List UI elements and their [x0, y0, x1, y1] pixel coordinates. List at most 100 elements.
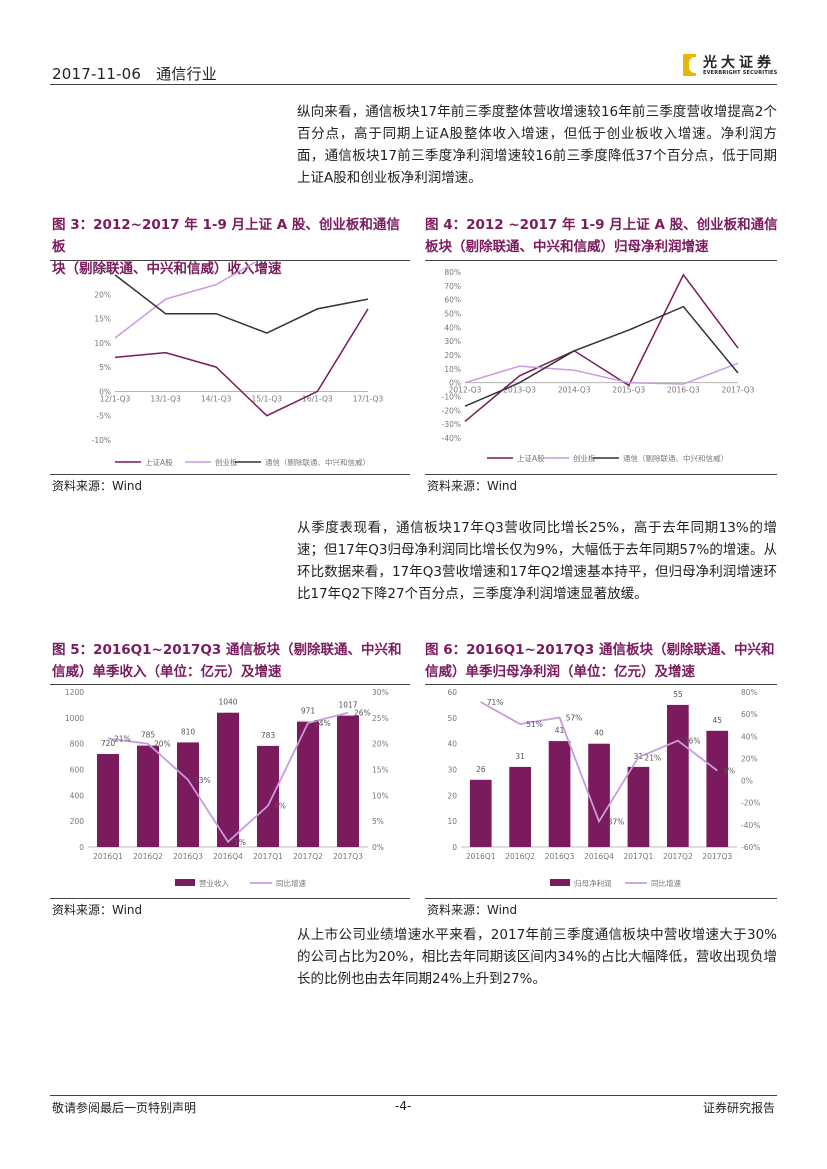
legend-label-2: 创业板 — [215, 457, 238, 467]
figure-4-title-line2: 板块（剔除联通、中兴和信威）归母净利润增速 — [425, 239, 709, 255]
figure-3-title-line2: 块（剔除联通、中兴和信威）收入增速 — [52, 261, 282, 277]
figure-5-title-line1: 图 5：2016Q1~2017Q3 通信板块（剔除联通、中兴和 — [52, 642, 402, 658]
bar — [257, 745, 279, 847]
bar-value-label: 41 — [555, 726, 565, 735]
legend-line-label: 同比增速 — [651, 878, 681, 888]
line-value-label: 1% — [234, 838, 246, 847]
figure-6-title-line2: 信威）单季归母净利润（单位：亿元）及增速 — [425, 664, 695, 680]
y-tick-label: 15% — [94, 315, 111, 324]
line-value-label: 57% — [566, 713, 583, 722]
y-right-tick-label: -20% — [741, 799, 760, 808]
legend-label-3: 通信（剔除联通、中兴和信威） — [265, 457, 370, 467]
x-tick-label: 2012-Q3 — [449, 386, 482, 395]
figure-3-title: 图 3：2012~2017 年 1-9 月上证 A 股、创业板和通信板 块（剔除… — [52, 214, 412, 280]
bar — [337, 715, 359, 847]
y-right-tick-label: 0% — [741, 777, 753, 786]
y-right-tick-label: 40% — [741, 732, 758, 741]
paragraph-vertical-comparison: 纵向来看，通信板块17年前三季度整体营收增速较16年前三季度营收增提高2个百分点… — [297, 104, 777, 186]
y-left-tick-label: 60 — [447, 688, 457, 697]
header-date-industry: 2017-11-06 通信行业 — [52, 63, 217, 84]
figure-5-chart: 0 200 400 600 800 1000 1200 0% 5% 10% 15% 20% 25% 30%… — [65, 688, 389, 888]
x-tick-label: 2016Q2 — [505, 852, 535, 861]
y-right-tick-label: -40% — [741, 821, 760, 830]
report-date: 2017-11-06 — [52, 65, 142, 83]
bar-value-label: 720 — [101, 739, 116, 748]
bar — [509, 766, 531, 847]
bar-value-label: 1040 — [218, 698, 237, 707]
page-number: -4- — [395, 1099, 412, 1113]
bar-value-label: 31 — [515, 752, 525, 761]
x-tick-label: 2016Q4 — [213, 852, 243, 861]
series-line-2 — [114, 262, 257, 339]
x-tick-label: 2014-Q3 — [558, 386, 591, 395]
y-left-tick-label: 20 — [447, 791, 457, 800]
y-left-tick-label: 400 — [70, 791, 85, 800]
x-tick-label: 14/1-Q3 — [201, 394, 232, 403]
bar — [548, 741, 571, 847]
figure-5-title: 图 5：2016Q1~2017Q3 通信板块（剔除联通、中兴和 信威）单季收入（… — [52, 639, 412, 683]
x-tick-label: 2017Q2 — [293, 852, 323, 861]
figure-4-top-rule — [425, 260, 777, 261]
figure-6-title: 图 6：2016Q1~2017Q3 通信板块（剔除联通、中兴和 信威）单季归母净… — [425, 639, 785, 683]
header-divider — [50, 84, 777, 85]
figure-5-source: 资料来源：Wind — [52, 903, 143, 917]
x-tick-label: 15/1-Q3 — [252, 394, 283, 403]
paragraph-quarterly-performance: 从季度表现看，通信板块17年Q3营收同比增长25%，高于去年同期13%的增速；但… — [297, 520, 777, 602]
growth-line — [480, 701, 718, 824]
bar — [97, 754, 119, 847]
bar — [177, 742, 199, 847]
bar — [667, 704, 689, 847]
figure-3-source: 资料来源：Wind — [52, 479, 143, 493]
bar-value-label: 55 — [673, 690, 683, 699]
line-value-label: 8% — [274, 802, 286, 811]
y-left-tick-label: 0 — [79, 843, 84, 852]
x-tick-label: 2016Q1 — [466, 852, 496, 861]
y-left-tick-label: 10 — [447, 817, 457, 826]
bar — [137, 745, 159, 847]
figure-4-bottom-rule — [425, 474, 777, 475]
y-left-tick-label: 800 — [70, 740, 85, 749]
y-right-tick-label: 15% — [372, 766, 389, 775]
line-value-label: 9% — [723, 767, 735, 776]
legend-bar-label: 归母净利润 — [574, 878, 612, 888]
x-tick-label: 2017Q1 — [624, 852, 654, 861]
figure-4-chart: -40% -30% -20% -10% 0% 10% 20% 30% 40% 50% 60% 70% 8… — [442, 268, 755, 463]
bar — [469, 779, 492, 847]
figure-6-bottom-rule — [425, 898, 777, 899]
legend-label-1: 上证A股 — [517, 454, 545, 463]
bar — [588, 743, 610, 847]
bar-value-label: 785 — [141, 731, 156, 740]
y-left-tick-label: 0 — [452, 843, 457, 852]
footer-divider — [50, 1095, 777, 1096]
bar-value-label: 1017 — [338, 701, 357, 710]
x-tick-label: 2017Q3 — [702, 852, 732, 861]
x-tick-label: 2017Q1 — [253, 852, 283, 861]
x-tick-label: 2017-Q3 — [722, 386, 755, 395]
figure-5-bottom-rule — [50, 898, 410, 899]
bar — [297, 721, 319, 847]
y-tick-label: 25% — [94, 266, 111, 275]
line-value-label: 71% — [487, 698, 504, 707]
y-right-tick-label: -60% — [741, 843, 760, 852]
legend-label-3: 通信（剔除联通、中兴和信威） — [623, 453, 728, 463]
bar — [627, 766, 650, 847]
y-tick-label: -30% — [442, 420, 461, 429]
figure-3-title-line1: 图 3：2012~2017 年 1-9 月上证 A 股、创业板和通信板 — [52, 217, 400, 255]
figure-6-title-line1: 图 6：2016Q1~2017Q3 通信板块（剔除联通、中兴和 — [425, 642, 775, 658]
bar-value-label: 971 — [301, 707, 316, 716]
line-value-label: 21% — [114, 735, 131, 744]
y-tick-label: 60% — [444, 296, 461, 305]
y-right-tick-label: 5% — [372, 817, 384, 826]
logo-text-cn: 光大证券 — [703, 55, 775, 71]
y-tick-label: -10% — [442, 393, 461, 402]
y-tick-label: 40% — [444, 323, 461, 332]
logo-mark-icon — [683, 54, 696, 76]
figure-4-title-line1: 图 4：2012 ~2017 年 1-9 月上证 A 股、创业板和通信 — [425, 217, 778, 233]
y-left-tick-label: 200 — [70, 817, 85, 826]
figure-3-bottom-rule — [50, 474, 410, 475]
x-tick-label: 13/1-Q3 — [150, 394, 181, 403]
y-right-tick-label: 10% — [372, 791, 389, 800]
bar-value-label: 783 — [261, 731, 276, 740]
line-value-label: -37% — [605, 818, 624, 827]
series-line-1 — [114, 308, 369, 417]
